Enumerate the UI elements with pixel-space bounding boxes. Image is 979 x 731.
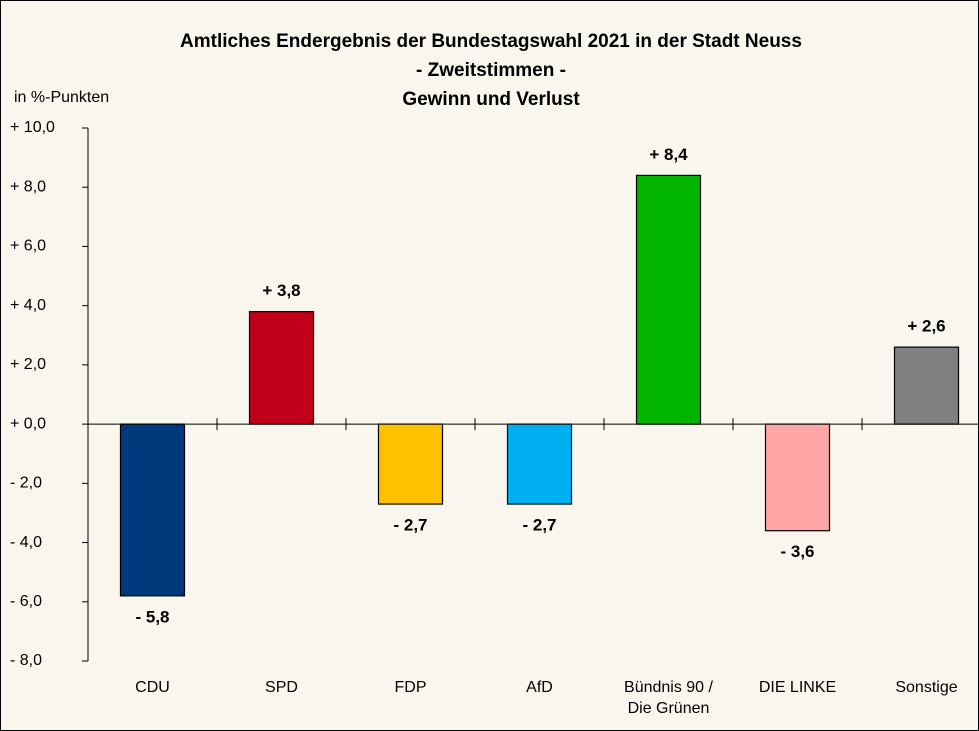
bar	[506, 423, 573, 505]
x-tick-label: Sonstige	[895, 679, 958, 696]
value-label: + 8,4	[649, 145, 688, 164]
y-axis-label: in %-Punkten	[14, 89, 109, 106]
bar	[377, 423, 444, 505]
x-tick-holder: Bündnis 90 / Die Grünen	[624, 679, 713, 717]
y-tick-label: - 4,0	[10, 534, 42, 551]
y-tick-label: + 4,0	[10, 297, 46, 314]
x-tick-label: AfD	[526, 679, 553, 696]
x-tick-holder: Sonstige	[895, 679, 958, 696]
bar	[248, 310, 315, 425]
value-label: + 2,6	[907, 317, 945, 336]
value-label: + 3,8	[262, 281, 300, 300]
y-tick-label: + 8,0	[10, 178, 46, 195]
chart-title: Amtliches Endergebnis der Bundestagswahl…	[180, 31, 802, 52]
y-tick-label: + 10,0	[10, 119, 55, 136]
y-tick-label: - 6,0	[10, 593, 42, 610]
value-label: - 2,7	[522, 516, 556, 535]
y-tick-label: - 8,0	[10, 652, 42, 669]
x-tick-label: DIE LINKE	[758, 679, 837, 696]
x-tick-label: SPD	[265, 679, 298, 696]
bar	[635, 174, 702, 425]
value-label: - 5,8	[135, 607, 169, 626]
x-tick-holder: AfD	[526, 679, 553, 696]
x-tick-holder: SPD	[265, 679, 298, 696]
x-tick-label: CDU	[135, 679, 170, 696]
value-label: - 2,7	[393, 516, 427, 535]
bar	[893, 346, 960, 425]
bar	[764, 423, 831, 532]
chart-title: - Zweitstimmen -	[416, 60, 566, 81]
x-tick-holder: FDP	[394, 679, 427, 696]
x-tick-holder: DIE LINKE	[758, 679, 837, 696]
x-tick-holder: CDU	[135, 679, 170, 696]
x-tick-label: Bündnis 90 / Die Grünen	[624, 679, 713, 717]
value-label: - 3,6	[780, 542, 814, 561]
bar	[119, 423, 186, 597]
y-tick-label: + 2,0	[10, 356, 46, 373]
x-tick-label: FDP	[394, 679, 427, 696]
y-tick-label: + 0,0	[10, 415, 46, 432]
chart-title: Gewinn und Verlust	[402, 89, 580, 110]
y-tick-label: - 2,0	[10, 475, 42, 492]
y-tick-label: + 6,0	[10, 238, 46, 255]
